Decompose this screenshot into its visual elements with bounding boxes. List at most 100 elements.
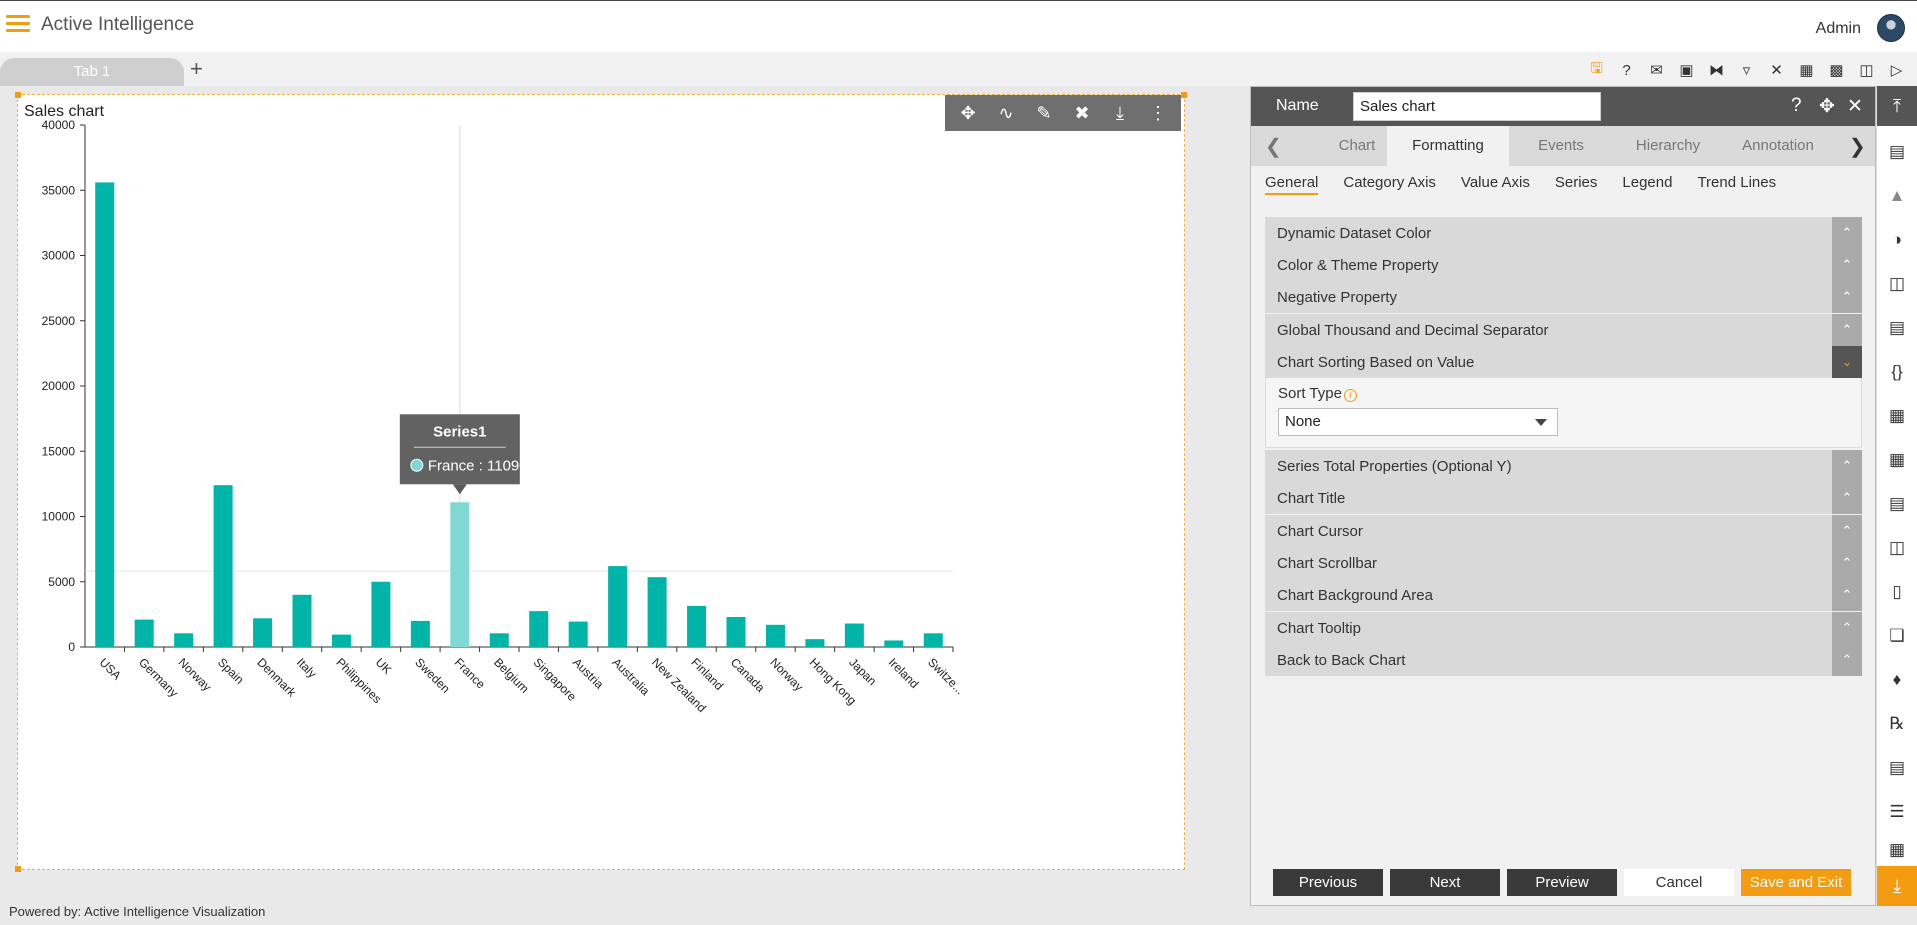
map-icon[interactable]: ◑ [1891, 230, 1903, 249]
filter-icon[interactable]: ▿ [1742, 62, 1751, 79]
accordion-dynamic-dataset-color[interactable]: Dynamic Dataset Color ⌃ [1265, 217, 1862, 249]
avatar[interactable] [1877, 14, 1905, 42]
resize-handle[interactable] [15, 866, 21, 872]
copy-icon[interactable]: ❏ [1889, 626, 1905, 645]
chevron-down-icon[interactable]: ⌄ [1832, 346, 1862, 378]
accordion-separator[interactable]: Global Thousand and Decimal Separator ⌃ [1265, 314, 1862, 346]
resize-handle[interactable] [1181, 92, 1187, 98]
chevron-up-icon[interactable]: ⌃ [1832, 217, 1862, 249]
subtab-legend[interactable]: Legend [1622, 174, 1673, 191]
accordion-series-total[interactable]: Series Total Properties (Optional Y) ⌃ [1265, 450, 1862, 482]
subtab-value-axis[interactable]: Value Axis [1460, 174, 1530, 191]
chevron-up-icon[interactable]: ⌃ [1832, 612, 1862, 644]
subtab-category-axis[interactable]: Category Axis [1343, 174, 1436, 191]
collapse-up-icon[interactable]: ⤒ [1877, 86, 1917, 126]
clear-filter-icon[interactable]: ⧓ [1709, 62, 1724, 79]
sort-type-select[interactable]: None [1278, 408, 1558, 436]
tools-icon[interactable]: ✖ [1074, 102, 1090, 123]
info-icon[interactable]: i [1343, 389, 1357, 402]
tree-icon[interactable]: ◫ [1888, 538, 1906, 557]
formula-icon[interactable]: ℞ [1889, 714, 1905, 733]
save-and-exit-button[interactable]: Save and Exit [1741, 869, 1851, 896]
accordion-back-to-back[interactable]: Back to Back Chart ⌃ [1265, 644, 1862, 676]
tab-events[interactable]: Events [1538, 137, 1584, 154]
accordion-chart-title[interactable]: Chart Title ⌃ [1265, 482, 1862, 514]
table-icon[interactable]: ▦ [1888, 450, 1906, 469]
move-icon[interactable]: ✥ [1819, 96, 1835, 117]
tab-chart[interactable]: Chart [1338, 137, 1376, 154]
tooltip-box [399, 414, 520, 485]
table-icon[interactable]: ▦ [1799, 62, 1814, 79]
sales-bar-chart: 0 5000 10000 15000 20000 25000 30000 35000 40000… [42, 118, 967, 715]
tab-annotation[interactable]: Annotation [1742, 137, 1814, 154]
notes-icon[interactable]: ▤ [1888, 758, 1906, 777]
previous-button[interactable]: Previous [1273, 869, 1383, 896]
accordion-chart-tooltip[interactable]: Chart Tooltip ⌃ [1265, 612, 1862, 644]
menu-icon[interactable] [6, 15, 30, 35]
file-icon[interactable]: ▤ [1888, 494, 1906, 513]
chevron-up-icon[interactable]: ⌃ [1832, 579, 1862, 611]
tools-icon[interactable]: ✕ [1770, 62, 1783, 79]
tab-1[interactable]: Tab 1 [0, 58, 184, 86]
accordion-chart-cursor[interactable]: Chart Cursor ⌃ [1265, 515, 1862, 547]
accordion-negative-property[interactable]: Negative Property ⌃ [1265, 281, 1862, 313]
chevron-up-icon[interactable]: ⌃ [1832, 482, 1862, 514]
y-tick-label: 10000 [42, 510, 76, 524]
device-icon[interactable]: ◫ [1859, 62, 1874, 79]
right-sidebar: ⤒ ▤ ▲ ◑ ◫ ▤ {} ▦ ▦ ▤ ◫ ▯ ❏ ♦ ℞ ▤ ☰ ▦ ⤓ [1876, 86, 1917, 906]
user-name[interactable]: Admin [1815, 20, 1861, 37]
chevron-up-icon[interactable]: ⌃ [1832, 450, 1862, 482]
next-button[interactable]: Next [1390, 869, 1500, 896]
subtab-general[interactable]: General [1265, 174, 1319, 195]
code-icon[interactable]: {} [1891, 362, 1903, 381]
edit-icon[interactable]: ✎ [1036, 102, 1052, 123]
bar-chart-icon[interactable]: ▯ [1892, 582, 1902, 601]
embed-icon[interactable]: ▩ [1829, 62, 1844, 79]
chart-icon[interactable]: ▲ [1888, 186, 1906, 205]
add-widget-icon[interactable]: ▦ [1888, 840, 1906, 859]
help-icon[interactable]: ? [1791, 95, 1802, 116]
x-tick-label: Norway [176, 655, 215, 694]
accordion-chart-sorting[interactable]: Chart Sorting Based on Value ⌄ [1265, 346, 1862, 378]
mail-icon[interactable]: ✉ [1650, 62, 1663, 79]
accordion-chart-scrollbar[interactable]: Chart Scrollbar ⌃ [1265, 547, 1862, 579]
resize-handle[interactable] [15, 92, 21, 98]
move-icon[interactable]: ✥ [960, 102, 976, 123]
chart-widget[interactable]: 0 5000 10000 15000 20000 25000 30000 35000 40000… [15, 92, 1187, 872]
document-icon[interactable]: ▤ [1888, 318, 1906, 337]
tab-hierarchy[interactable]: Hierarchy [1635, 137, 1701, 154]
subtab-trend-lines[interactable]: Trend Lines [1697, 174, 1777, 191]
bar [608, 566, 628, 647]
help-icon[interactable]: ? [1622, 61, 1631, 79]
chevron-up-icon[interactable]: ⌃ [1832, 644, 1862, 676]
cancel-button[interactable]: Cancel [1624, 869, 1734, 896]
layers-icon[interactable]: ☰ [1889, 802, 1905, 821]
chevron-up-icon[interactable]: ⌃ [1832, 547, 1862, 579]
download-icon[interactable]: ⤓ [1116, 102, 1124, 123]
chevron-up-icon[interactable]: ⌃ [1832, 249, 1862, 281]
report-icon[interactable]: ◫ [1888, 274, 1906, 293]
chevron-up-icon[interactable]: ⌃ [1832, 314, 1862, 346]
cubes-icon[interactable]: ♦ [1892, 670, 1902, 689]
draw-icon[interactable]: ∿ [998, 102, 1014, 123]
collapse-down-icon[interactable]: ⤓ [1877, 866, 1917, 906]
preview-button[interactable]: Preview [1507, 869, 1617, 896]
bar [647, 577, 667, 647]
widget-icon[interactable]: ▤ [1888, 142, 1906, 161]
chevron-up-icon[interactable]: ⌃ [1832, 515, 1862, 547]
play-icon[interactable]: ▷ [1890, 62, 1903, 79]
save-icon[interactable]: 🖫 [1590, 59, 1603, 77]
accordion-chart-background[interactable]: Chart Background Area ⌃ [1265, 579, 1862, 611]
comment-icon[interactable]: ▣ [1679, 62, 1694, 79]
tabs-next-icon[interactable]: ❯ [1849, 136, 1866, 158]
accordion-color-theme[interactable]: Color & Theme Property ⌃ [1265, 249, 1862, 281]
add-tab-button[interactable]: + [190, 56, 203, 81]
chevron-up-icon[interactable]: ⌃ [1832, 281, 1862, 313]
close-icon[interactable]: ✕ [1847, 96, 1863, 117]
subtab-series[interactable]: Series [1554, 174, 1598, 191]
name-input[interactable] [1353, 92, 1601, 121]
image-icon[interactable]: ▦ [1888, 406, 1906, 425]
more-icon[interactable]: ⋮ [1149, 102, 1167, 123]
tab-formatting[interactable]: Formatting [1387, 126, 1509, 166]
tabs-prev-icon[interactable]: ❮ [1265, 136, 1282, 158]
